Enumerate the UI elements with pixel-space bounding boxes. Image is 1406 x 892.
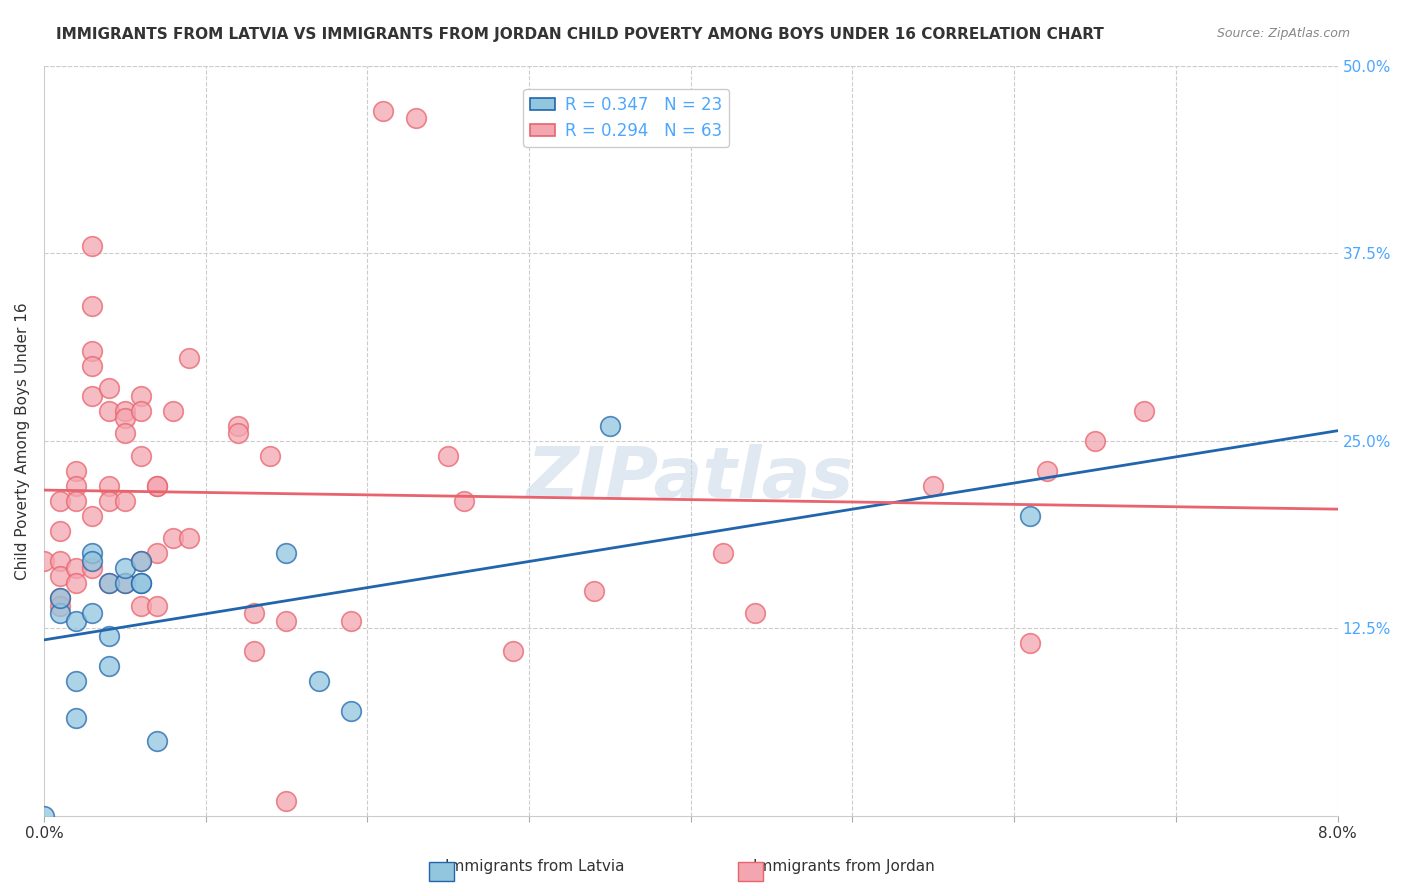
Point [65,561,87,575]
Point [49,599,72,613]
Point [82,554,104,568]
Point [65,673,87,688]
Point [1019,636,1042,650]
Point [32,554,55,568]
Point [114,403,136,417]
Point [65,711,87,725]
Text: Immigrants from Jordan: Immigrants from Jordan [752,859,935,874]
Text: Immigrants from Latvia: Immigrants from Latvia [444,859,624,874]
Point [129,554,152,568]
Point [49,524,72,538]
Point [711,546,734,560]
Point [226,418,249,433]
Text: Source: ZipAtlas.com: Source: ZipAtlas.com [1216,27,1350,40]
Point [226,426,249,441]
Point [340,614,363,628]
Point [1035,464,1057,478]
Point [129,576,152,591]
Point [453,493,475,508]
Point [582,583,605,598]
Point [97,658,120,673]
Point [179,531,201,545]
Point [82,607,104,621]
Point [340,704,363,718]
Point [82,389,104,403]
Point [97,403,120,417]
Point [82,343,104,358]
Point [97,576,120,591]
Point [162,403,184,417]
Point [97,479,120,493]
Point [502,644,524,658]
Point [146,599,169,613]
Point [97,576,120,591]
Point [65,464,87,478]
Point [49,493,72,508]
Point [82,299,104,313]
Point [65,576,87,591]
Point [276,546,298,560]
Point [599,418,621,433]
Point [129,599,152,613]
Point [114,576,136,591]
Point [114,576,136,591]
Point [97,493,120,508]
Point [179,351,201,366]
Point [243,607,266,621]
Point [129,576,152,591]
Point [146,546,169,560]
Point [49,569,72,583]
Point [1019,508,1042,523]
Point [114,561,136,575]
Point [146,479,169,493]
Point [65,479,87,493]
Point [49,591,72,606]
Point [308,673,330,688]
Point [82,359,104,373]
Point [162,531,184,545]
Point [744,607,766,621]
Point [114,493,136,508]
Point [49,607,72,621]
Point [49,591,72,606]
Point [129,554,152,568]
Point [65,493,87,508]
Point [437,449,460,463]
Point [32,809,55,823]
Point [243,644,266,658]
Y-axis label: Child Poverty Among Boys Under 16: Child Poverty Among Boys Under 16 [15,301,30,580]
Point [114,426,136,441]
Point [129,403,152,417]
Point [82,561,104,575]
Point [114,411,136,425]
Text: ZIPatlas: ZIPatlas [527,443,855,513]
Point [129,449,152,463]
Point [82,238,104,252]
Point [922,479,945,493]
Point [82,508,104,523]
Point [146,734,169,748]
Point [373,103,395,118]
Point [1084,434,1107,448]
Point [82,546,104,560]
Point [49,554,72,568]
Point [259,449,281,463]
Point [65,614,87,628]
Point [276,794,298,808]
Point [276,614,298,628]
Text: IMMIGRANTS FROM LATVIA VS IMMIGRANTS FROM JORDAN CHILD POVERTY AMONG BOYS UNDER : IMMIGRANTS FROM LATVIA VS IMMIGRANTS FRO… [56,27,1104,42]
Point [97,381,120,395]
Legend: R = 0.347   N = 23, R = 0.294   N = 63: R = 0.347 N = 23, R = 0.294 N = 63 [523,89,728,146]
Point [146,479,169,493]
Point [129,389,152,403]
Point [405,111,427,125]
Point [1132,403,1154,417]
Point [97,629,120,643]
